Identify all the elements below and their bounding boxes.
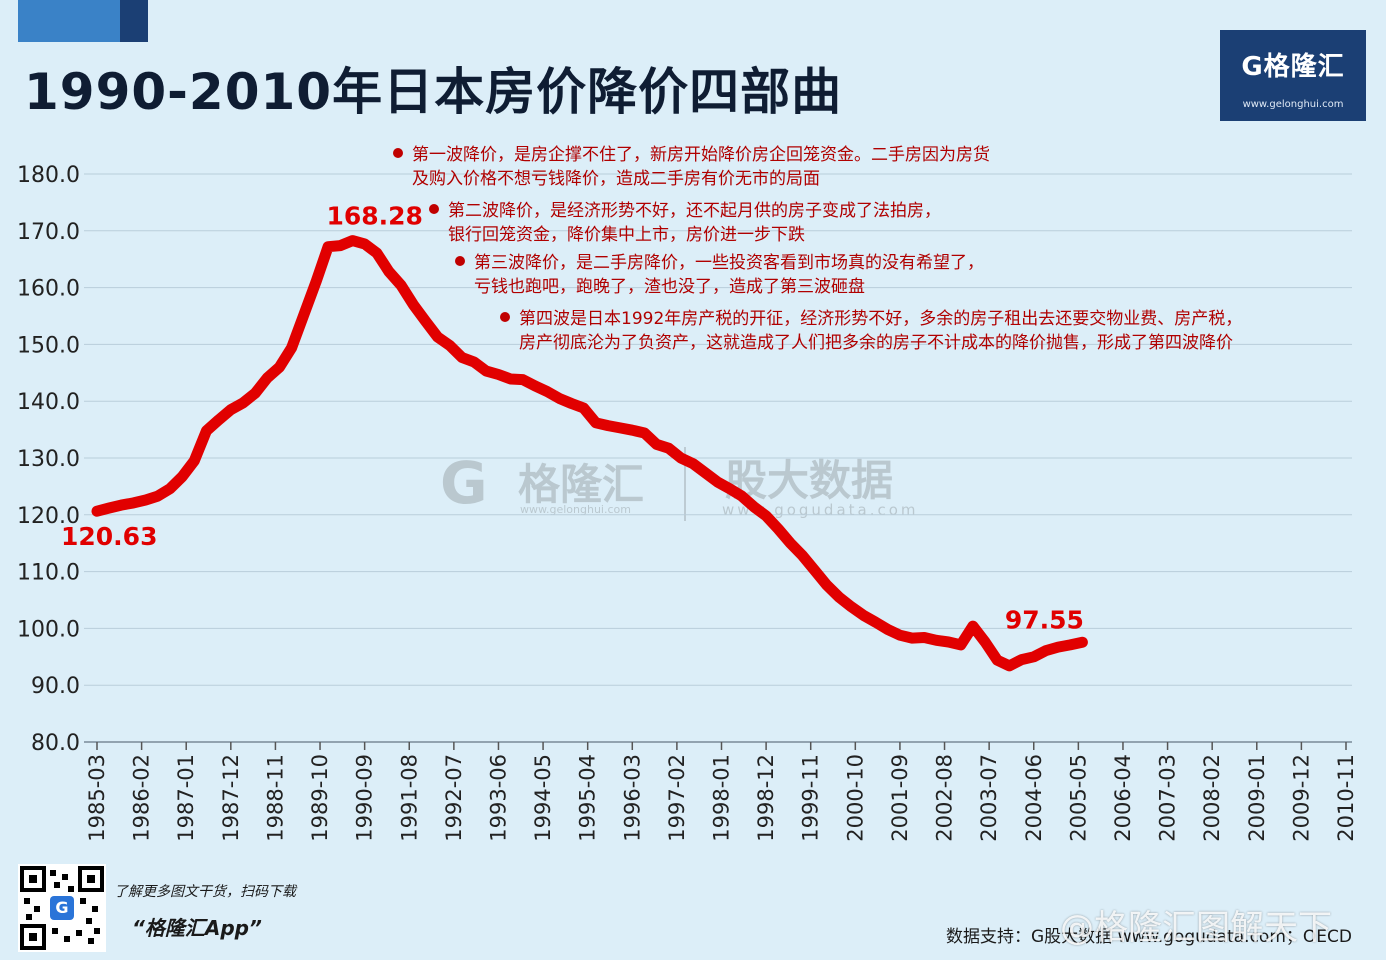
annotation-layer: 第一波降价，是房企撑不住了，新房开始降价房企回笼资金。二手房因为房货及购入价格不… (393, 145, 1242, 353)
data-label: 97.55 (1005, 605, 1084, 634)
data-label-layer: 120.63 168.28 97.55 (61, 202, 1084, 635)
y-tick-label: 130.0 (17, 447, 80, 472)
annotation-line: 第二波降价，是经济形势不好，还不起月供的房子变成了法拍房， (448, 201, 941, 221)
x-tick-label: 2000-10 (843, 754, 867, 842)
footer-weibo-watermark: @格隆汇图解天下 (1060, 908, 1332, 948)
footer-app-name: “格隆汇App” (132, 916, 262, 940)
y-tick-label: 120.0 (17, 504, 80, 529)
x-tick-label: 2007-03 (1156, 754, 1180, 842)
axis-layer: 180.0 170.0 160.0 150.0 140.0 130.0 120.0 110.0… (17, 163, 1358, 842)
x-tick-label: 1996-03 (620, 754, 644, 842)
data-label: 120.63 (61, 522, 157, 551)
annotation-line: 房产彻底沦为了负资产，这就造成了人们把多余的房子不计成本的降价抛售，形成了第四波… (519, 333, 1233, 353)
y-tick-label: 100.0 (17, 617, 80, 642)
x-tick-label: 2006-04 (1111, 754, 1135, 842)
x-tick-label: 2001-09 (888, 754, 912, 842)
y-tick-label: 170.0 (17, 220, 80, 245)
watermark-g-icon: G (440, 449, 488, 517)
x-tick-label: 1997-02 (665, 754, 689, 842)
x-tick-label: 1988-11 (263, 754, 287, 842)
logo-text: G格隆汇 (1241, 52, 1345, 82)
y-tick-label: 180.0 (17, 163, 80, 188)
x-tick-label: 1998-12 (754, 754, 778, 842)
top-accent-bar-dark (120, 0, 148, 42)
series-layer (91, 235, 1088, 672)
grid-layer (84, 173, 1352, 743)
annotation-bullet (455, 256, 465, 266)
annotation-line: 第三波降价，是二手房降价，一些投资客看到市场真的没有希望了， (474, 253, 984, 273)
annotation-line: 银行回笼资金，降价集中上市，房价进一步下跌 (448, 225, 805, 245)
watermark-brand: 股大数据 (725, 456, 894, 505)
x-tick-label: 1987-01 (174, 754, 198, 842)
x-tick-label: 1992-07 (442, 754, 466, 842)
x-tick-label: 2010-11 (1334, 754, 1358, 842)
x-tick-label: 1986-02 (130, 754, 154, 842)
x-tick-label: 2009-12 (1289, 754, 1313, 842)
x-tick-label: 1989-10 (308, 754, 332, 842)
data-label: 168.28 (326, 202, 422, 231)
page-title: 1990-2010年日本房价降价四部曲 (24, 63, 843, 121)
gelonghui-logo: G格隆汇 www.gelonghui.com (1220, 30, 1366, 121)
x-tick-label: 1987-12 (219, 754, 243, 842)
watermark-name: 格隆汇 (518, 460, 645, 509)
x-tick-label: 1999-11 (799, 754, 823, 842)
annotation-line: 亏钱也跑吧，跑晚了，渣也没了，造成了第三波砸盘 (474, 277, 865, 297)
x-tick-label: 1991-08 (397, 754, 421, 842)
annotation-bullet (429, 204, 439, 214)
logo-url: www.gelonghui.com (1242, 99, 1344, 110)
x-tick-label: 2005-05 (1066, 754, 1090, 842)
x-tick-label: 1995-04 (576, 754, 600, 842)
watermark: G 格隆汇 股大数据 www.gelonghui.com www.gogudat… (440, 445, 960, 525)
y-tick-label: 140.0 (17, 390, 80, 415)
x-tick-label: 1998-01 (710, 754, 734, 842)
y-tick-label: 90.0 (31, 674, 80, 699)
x-tick-label: 1985-03 (85, 754, 109, 842)
footer-source: 数据支持：G股大数据 www.gogudata.com；OECD (946, 927, 1352, 947)
y-tick-label: 150.0 (17, 333, 80, 358)
x-tick-label: 1993-06 (486, 754, 510, 842)
annotation-bullet (500, 312, 510, 322)
x-tick-label: 2004-06 (1022, 754, 1046, 842)
y-tick-label: 80.0 (31, 731, 80, 756)
watermark-divider (684, 447, 686, 521)
annotation-line: 第四波是日本1992年房产税的开征，经济形势不好，多余的房子租出去还要交物业费、… (519, 309, 1242, 329)
annotation-line: 及购入价格不想亏钱降价，造成二手房有价无市的局面 (412, 169, 820, 189)
y-tick-label: 110.0 (17, 561, 80, 586)
watermark-url-gelonghui: www.gelonghui.com (520, 503, 631, 516)
x-tick-label: 2003-07 (977, 754, 1001, 842)
x-tick-label: 1994-05 (531, 754, 555, 842)
annotation-line: 第一波降价，是房企撑不住了，新房开始降价房企回笼资金。二手房因为房货 (412, 145, 990, 165)
series-line (91, 235, 1088, 672)
y-tick-label: 160.0 (17, 277, 80, 302)
x-tick-label: 1990-09 (353, 754, 377, 842)
qr-pattern (20, 866, 104, 950)
footer-promo: 了解更多图文干货，扫码下载 (114, 884, 296, 900)
annotation-bullet (393, 148, 403, 158)
top-accent-bar (18, 0, 120, 42)
x-tick-label: 2008-02 (1200, 754, 1224, 842)
qr-g-icon: G (50, 896, 74, 920)
qr-code[interactable]: G (18, 864, 106, 952)
x-tick-label: 2009-01 (1245, 754, 1269, 842)
x-tick-label: 2002-08 (933, 754, 957, 842)
